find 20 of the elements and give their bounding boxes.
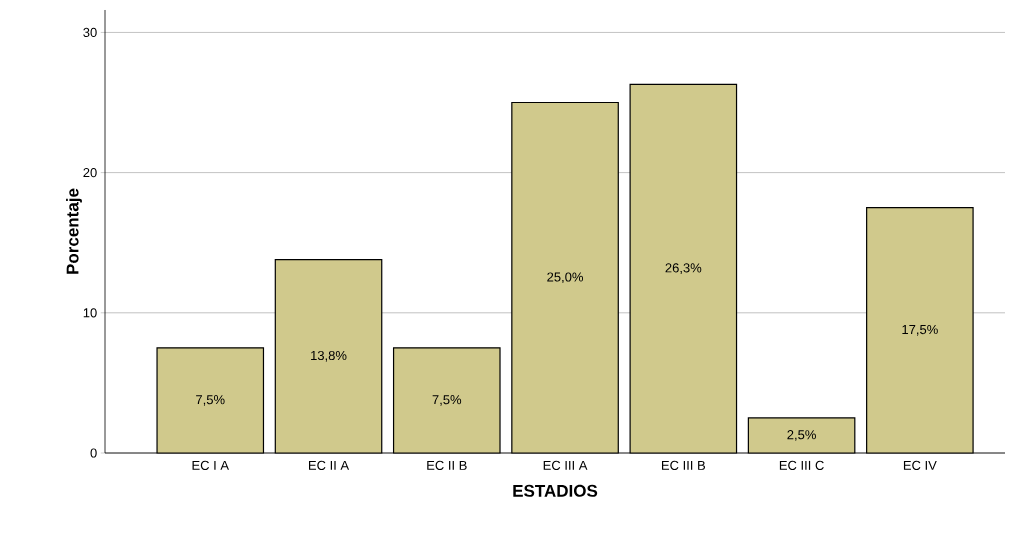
y-axis-title: Porcentaje [66,188,82,274]
y-tick-label: 10 [83,308,97,318]
x-tick-label: EC II B [427,460,467,470]
x-tick-label: EC IV [903,460,937,470]
data-label: 17,5% [902,324,938,336]
data-label: 2,5% [787,430,816,441]
data-label: 7,5% [196,395,225,406]
data-label: 26,3% [665,263,702,275]
x-tick-label: EC I A [192,460,229,470]
data-label: 13,8% [311,350,347,362]
x-tick-label: EC III B [661,460,706,470]
data-label: 7,5% [432,395,462,406]
x-tick-label: EC III C [779,460,824,470]
y-tick-label: 20 [83,168,97,178]
y-tick-label: 0 [90,448,97,458]
y-tick-label: 30 [83,27,97,38]
x-tick-label: EC III A [543,460,588,470]
x-tick-label: EC II A [309,460,350,470]
x-axis-title: ESTADIOS [513,484,598,497]
data-label: 25,0% [547,272,584,284]
